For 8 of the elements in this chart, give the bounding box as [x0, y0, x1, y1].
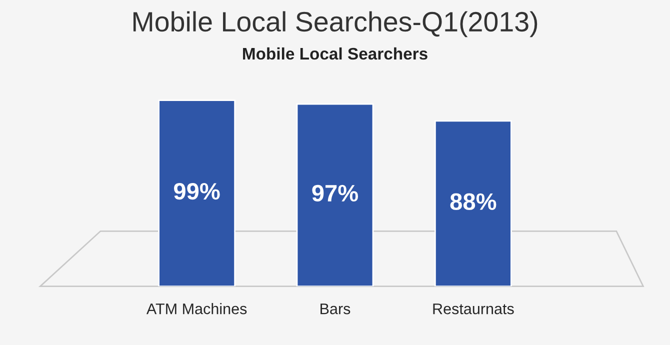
x-tick-label: Restaurnats: [433, 304, 514, 314]
chart-subtitle: Mobile Local Searchers: [243, 47, 428, 60]
x-tick-label: ATM Machines: [146, 303, 247, 314]
chart-title: Mobile Local Searches-Q1(2013): [133, 11, 538, 38]
data-label: 97%: [312, 184, 358, 202]
data-label: 99%: [174, 182, 220, 200]
x-tick-label: Bars: [320, 304, 350, 314]
data-label: 88%: [450, 193, 496, 210]
